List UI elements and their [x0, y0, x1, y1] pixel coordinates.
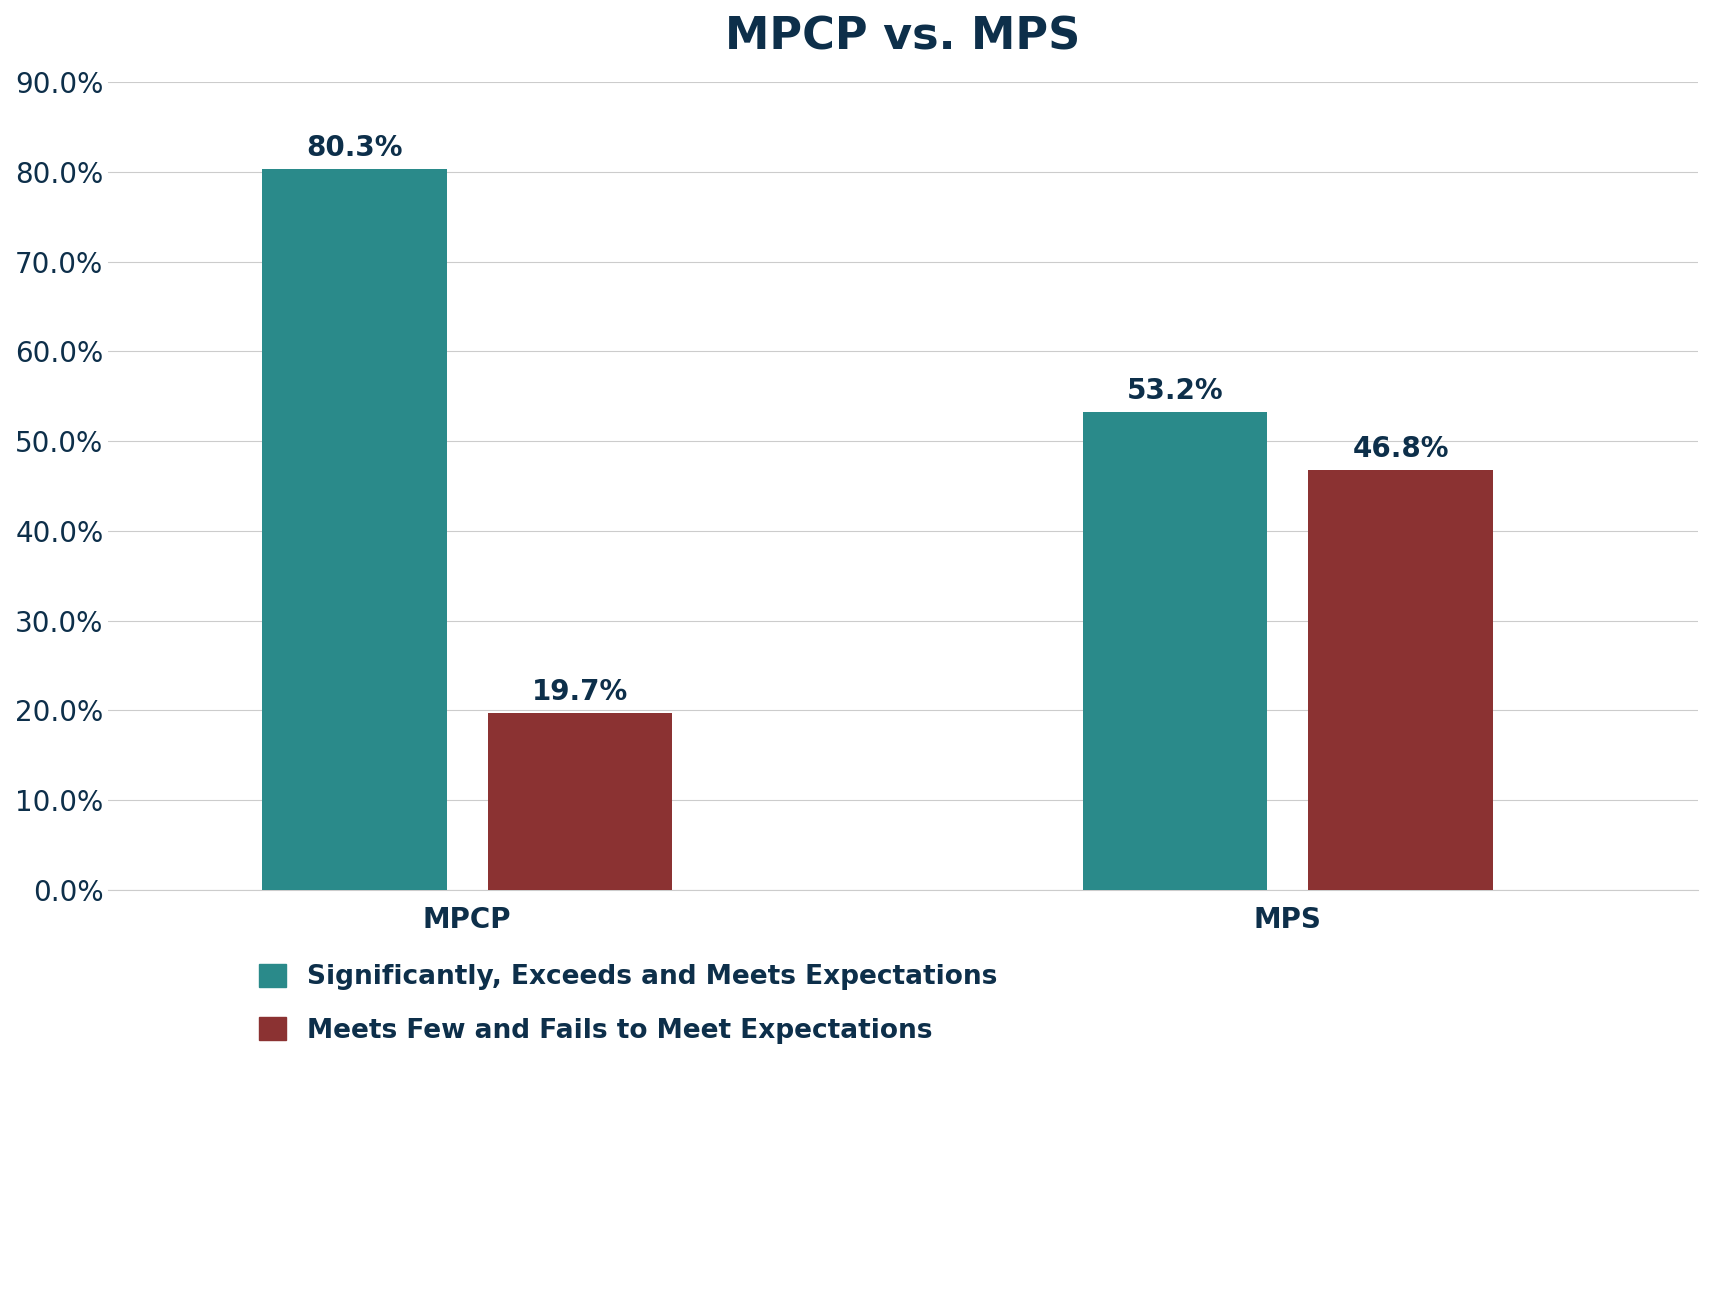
- Text: 19.7%: 19.7%: [533, 678, 629, 706]
- Text: 80.3%: 80.3%: [307, 134, 403, 163]
- Title: MPCP vs. MPS: MPCP vs. MPS: [726, 15, 1081, 58]
- Bar: [262, 169, 447, 889]
- Text: 46.8%: 46.8%: [1352, 435, 1449, 462]
- Bar: [488, 713, 671, 889]
- Bar: [1083, 413, 1268, 889]
- Text: 53.2%: 53.2%: [1127, 377, 1223, 405]
- Legend: Significantly, Exceeds and Meets Expectations, Meets Few and Fails to Meet Expec: Significantly, Exceeds and Meets Expecta…: [248, 953, 1007, 1055]
- Bar: [1309, 470, 1492, 889]
